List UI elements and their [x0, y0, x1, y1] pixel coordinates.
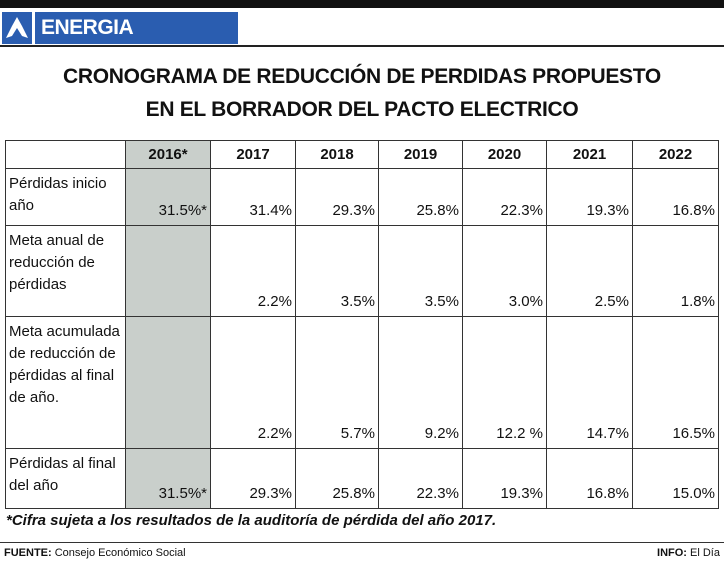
column-header: 2019: [378, 140, 463, 169]
cell: 16.8%: [546, 448, 633, 509]
title: CRONOGRAMA DE REDUCCIÓN DE PERDIDAS PROP…: [0, 60, 724, 126]
title-line: EN EL BORRADOR DEL PACTO ELECTRICO: [145, 98, 579, 121]
corner-cell: [5, 140, 126, 169]
info-label: INFO:: [657, 547, 687, 559]
column-header: 2018: [295, 140, 379, 169]
row-label: Meta anual de reducción de pérdidas: [5, 225, 126, 317]
title-line: CRONOGRAMA DE REDUCCIÓN DE PERDIDAS PROP…: [63, 65, 661, 88]
rule: [0, 542, 724, 543]
info: INFO: El Día: [657, 547, 720, 559]
column-header: 2021: [546, 140, 633, 169]
top-bar: [0, 0, 724, 8]
rule: [0, 45, 724, 47]
header-row: 2016* 2017 2018 2019 2020 2021 2022: [5, 140, 719, 169]
cell: 3.5%: [378, 225, 463, 317]
source-text: Consejo Económico Social: [54, 547, 186, 559]
column-header: 2017: [210, 140, 296, 169]
cell: 19.3%: [546, 168, 633, 226]
column-header: 2022: [632, 140, 719, 169]
cell: 25.8%: [378, 168, 463, 226]
cell: 25.8%: [295, 448, 379, 509]
cell: 3.5%: [295, 225, 379, 317]
table-row: Pérdidas al final del año 31.5%* 29.3% 25.8…: [5, 448, 719, 509]
table-row: Meta acumulada de reducción de pérdidas …: [5, 316, 719, 449]
cell: 16.8%: [632, 168, 719, 226]
cell: 1.8%: [632, 225, 719, 317]
source: FUENTE: Consejo Económico Social: [4, 547, 186, 559]
table: 2016* 2017 2018 2019 2020 2021 2022 Pérdidas i…: [5, 140, 719, 509]
cell: 12.2 %: [462, 316, 547, 449]
section-icon: [2, 12, 32, 44]
cell: 22.3%: [462, 168, 547, 226]
column-header: 2020: [462, 140, 547, 169]
info-text: El Día: [690, 547, 720, 559]
cell: 2.2%: [210, 316, 296, 449]
cell: 5.7%: [295, 316, 379, 449]
cell: 31.4%: [210, 168, 296, 226]
cell: 31.5%*: [125, 168, 211, 226]
source-label: FUENTE:: [4, 547, 52, 559]
cell: 2.2%: [210, 225, 296, 317]
icon-shape: [6, 17, 28, 38]
cell: 15.0%: [632, 448, 719, 509]
icon-graphic: [6, 17, 28, 38]
cell: 2.5%: [546, 225, 633, 317]
cell: 19.3%: [462, 448, 547, 509]
cell: 14.7%: [546, 316, 633, 449]
cell: 3.0%: [462, 225, 547, 317]
cell: [125, 316, 211, 449]
table-row: Pérdidas inicio año 31.5%* 31.4% 29.3% 25.8%…: [5, 168, 719, 226]
cell: 31.5%*: [125, 448, 211, 509]
footnote: *Cifra sujeta a los resultados de la aud…: [6, 512, 497, 529]
cell: [125, 225, 211, 317]
row-label: Pérdidas inicio año: [5, 168, 126, 226]
table-body: Pérdidas inicio año 31.5%* 31.4% 29.3% 25.8%…: [5, 168, 719, 509]
cell: 16.5%: [632, 316, 719, 449]
section-label: ENERGIA ELECTRICA: [35, 12, 238, 71]
cell: 29.3%: [210, 448, 296, 509]
cell: 22.3%: [378, 448, 463, 509]
table-row: Meta anual de reducción de pérdidas 2.2% 3…: [5, 225, 719, 317]
cell: 9.2%: [378, 316, 463, 449]
column-header: 2016*: [125, 140, 211, 169]
row-label: Pérdidas al final del año: [5, 448, 126, 509]
cell: 29.3%: [295, 168, 379, 226]
row-label: Meta acumulada de reducción de pérdidas …: [5, 316, 126, 449]
